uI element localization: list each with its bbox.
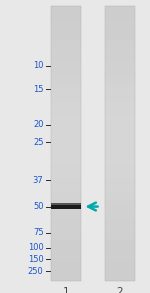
Bar (51, 33, 81, 40)
Bar (105, 27, 135, 33)
Bar (51, 20, 81, 26)
Bar (105, 164, 135, 171)
Bar (51, 199, 81, 206)
Text: 15: 15 (33, 85, 44, 94)
Bar (51, 27, 81, 33)
Text: 25: 25 (33, 138, 44, 146)
Bar (105, 13, 135, 20)
Bar (51, 247, 81, 254)
Bar (105, 68, 135, 75)
Bar (105, 171, 135, 178)
Bar (51, 212, 81, 219)
Bar (51, 164, 81, 171)
Text: 75: 75 (33, 229, 44, 237)
Bar (105, 261, 135, 268)
Bar (51, 116, 81, 123)
Bar (51, 137, 81, 144)
Bar (51, 109, 81, 116)
Text: 2: 2 (117, 287, 123, 293)
Bar (105, 274, 135, 281)
Bar (105, 88, 135, 96)
Bar (105, 6, 135, 281)
Bar (51, 151, 81, 157)
Bar (105, 206, 135, 212)
Bar (51, 61, 81, 68)
Bar (105, 178, 135, 185)
Bar (105, 137, 135, 144)
Bar (51, 206, 81, 212)
Bar (51, 6, 81, 13)
Bar (51, 75, 81, 81)
Text: 37: 37 (33, 176, 44, 185)
Bar (105, 116, 135, 123)
Bar (51, 178, 81, 185)
Bar (105, 20, 135, 26)
Bar (105, 6, 135, 13)
Bar (105, 82, 135, 88)
Bar (51, 6, 81, 281)
Bar (51, 68, 81, 75)
Bar (51, 205, 81, 209)
Bar (51, 123, 81, 130)
Text: 20: 20 (33, 120, 44, 129)
Bar (105, 268, 135, 274)
Bar (51, 192, 81, 199)
Bar (105, 33, 135, 40)
Text: 100: 100 (28, 243, 44, 252)
Bar (51, 261, 81, 268)
Bar (51, 203, 81, 205)
Bar (105, 226, 135, 233)
Bar (51, 171, 81, 178)
Bar (105, 192, 135, 199)
Bar (51, 233, 81, 240)
Bar (51, 102, 81, 109)
Bar (51, 157, 81, 164)
Bar (105, 233, 135, 240)
Bar (105, 96, 135, 102)
Bar (105, 144, 135, 151)
Bar (51, 88, 81, 96)
Bar (51, 96, 81, 102)
Bar (51, 274, 81, 281)
Text: 10: 10 (33, 62, 44, 70)
Bar (105, 75, 135, 81)
Bar (51, 82, 81, 88)
Bar (105, 61, 135, 68)
Text: 50: 50 (33, 202, 44, 211)
Bar (51, 54, 81, 61)
Bar (105, 40, 135, 47)
Bar (105, 130, 135, 137)
Bar (51, 240, 81, 247)
Bar (105, 151, 135, 157)
Bar (51, 144, 81, 151)
Bar (51, 268, 81, 274)
Bar (51, 254, 81, 261)
Bar (105, 199, 135, 206)
Bar (105, 109, 135, 116)
Text: 150: 150 (28, 255, 44, 264)
Bar (51, 47, 81, 54)
Text: 1: 1 (63, 287, 69, 293)
Bar (105, 219, 135, 226)
Text: 250: 250 (28, 267, 44, 275)
Bar (105, 212, 135, 219)
Bar (51, 219, 81, 226)
Bar (51, 130, 81, 137)
Bar (51, 13, 81, 20)
Bar (105, 157, 135, 164)
Bar (105, 240, 135, 247)
Bar (105, 185, 135, 192)
Bar (105, 54, 135, 61)
Bar (51, 40, 81, 47)
Bar (105, 47, 135, 54)
Bar (105, 254, 135, 261)
Bar (105, 102, 135, 109)
Bar (51, 226, 81, 233)
Bar (51, 185, 81, 192)
Bar (105, 247, 135, 254)
Bar (105, 123, 135, 130)
